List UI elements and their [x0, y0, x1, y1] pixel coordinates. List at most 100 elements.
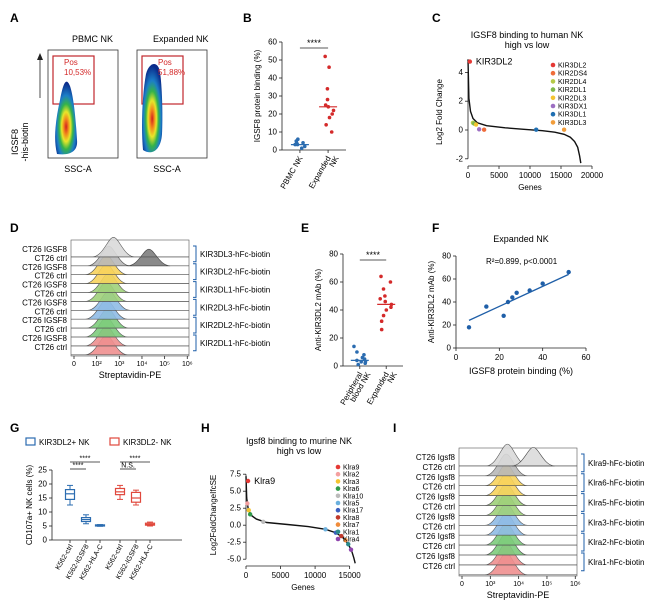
- flow-xlabel: SSC-A: [153, 164, 181, 174]
- y-tick-label: -5.0: [227, 555, 241, 564]
- legend-label: Klra9: [343, 465, 359, 472]
- y-tick-label: 60: [442, 275, 451, 284]
- y-tick-label: 4: [459, 68, 464, 77]
- y-tick-label: 10: [38, 508, 47, 517]
- data-point: [527, 288, 532, 293]
- x-tick-label: 10⁵: [542, 581, 553, 588]
- chart-title: Expanded NK: [493, 234, 549, 244]
- group-bracket: [193, 316, 197, 334]
- box: [130, 491, 142, 503]
- x-axis-label: Streptavidin-PE: [99, 370, 162, 380]
- x-tick-label: 10³: [114, 361, 125, 368]
- data-point: [381, 313, 386, 318]
- legend-label: KIR2DL1: [558, 87, 587, 94]
- sample-label: CT26 Igsf8: [416, 532, 456, 541]
- y-tick-label: 0: [447, 344, 452, 353]
- flow-ylabel-2: -his-biotin: [20, 122, 30, 161]
- legend-label: Klra4: [343, 537, 359, 544]
- legend-marker: [335, 522, 341, 527]
- data-point: [540, 281, 545, 286]
- legend-label: KIR2DS4: [558, 71, 587, 78]
- data-point: [388, 280, 393, 284]
- legend-marker: [550, 103, 556, 109]
- data-point: [330, 112, 334, 116]
- group-bracket: [193, 281, 197, 298]
- sample-label: CT26 ctrl: [35, 290, 68, 299]
- x-tick-label: NK: [327, 154, 341, 169]
- gate-value: 51,88%: [158, 68, 185, 77]
- sample-label: CT26 IGSF8: [22, 245, 67, 254]
- chart-g: 0 5 10 15 20 25 CD107a+ NK cells (%) KIR3DL2+ N…: [25, 437, 182, 581]
- y-tick-label: 0: [459, 126, 464, 135]
- legend-marker: [550, 95, 556, 101]
- gene-point: [476, 127, 482, 132]
- legend-marker: [550, 62, 556, 68]
- group-label: KIR3DL3-hFc-biotin: [200, 250, 270, 259]
- y-axis-label: CD107a+ NK cells (%): [25, 465, 34, 546]
- y-tick-label: 10: [268, 128, 277, 137]
- chart-title: Igsf8 binding to murine NK: [246, 436, 352, 446]
- legend-label: KIR3DX1: [558, 104, 587, 111]
- y-tick-label: 2.5: [230, 504, 242, 513]
- significance-label: ****: [130, 456, 141, 463]
- x-tick-label: 10000: [519, 171, 542, 180]
- data-point: [331, 108, 336, 113]
- chart-f: Expanded NK 0 20 40 60 80 0 20 40 60 IGSF8 protein…: [427, 234, 591, 376]
- fit-annotation: R²=0.899, p<0.0001: [486, 257, 558, 266]
- gene-point: [534, 127, 539, 132]
- data-point: [514, 290, 519, 295]
- y-tick-label: 2: [459, 97, 464, 106]
- sample-label: CT26 Igsf8: [416, 493, 456, 502]
- x-axis-label: Streptavidin-PE: [487, 590, 550, 600]
- data-point: [299, 146, 304, 150]
- x-tick-label: 0: [466, 171, 471, 180]
- chart-subtitle: high vs low: [505, 40, 550, 50]
- significance-label: ****: [80, 456, 91, 463]
- panel-label-e: E: [301, 221, 309, 235]
- y-axis-label: Anti-KIR3DL2 mAb (%): [314, 269, 323, 352]
- y-tick-label: 80: [442, 252, 451, 261]
- data-point: [327, 115, 332, 120]
- group-label: Klra6-hFc-biotin: [588, 479, 644, 488]
- x-tick-label: 10⁴: [137, 361, 148, 368]
- legend-label: Klra10: [343, 493, 363, 500]
- flow-xlabel: SSC-A: [64, 164, 92, 174]
- x-tick-label: 10⁴: [513, 581, 524, 588]
- x-tick-label: 10000: [304, 571, 327, 580]
- y-axis-label: Anti-KIR3DL2 mAb (%): [427, 261, 436, 344]
- panel-label-i: I: [393, 421, 396, 435]
- legend-label: Klra5: [343, 501, 359, 508]
- group-bracket: [581, 552, 585, 572]
- panel-label-c: C: [432, 11, 441, 25]
- gene-point: [245, 478, 251, 484]
- legend-marker: [335, 486, 341, 491]
- sample-label: CT26 IGSF8: [22, 263, 67, 272]
- y-tick-label: 20: [329, 334, 338, 343]
- group-bracket: [581, 532, 585, 552]
- sample-label: CT26 ctrl: [423, 483, 456, 492]
- data-point: [329, 130, 334, 134]
- data-point: [352, 344, 356, 349]
- group-label: KIR3DL1-hFc-biotin: [200, 286, 270, 295]
- y-axis-label: IGSF8 protein binding (%): [253, 49, 262, 142]
- gene-point: [261, 519, 266, 524]
- gene-point: [346, 542, 351, 547]
- sample-label: CT26 IGSF8: [22, 334, 67, 343]
- legend-label: KIR2DL3: [558, 95, 587, 102]
- data-point: [466, 325, 472, 330]
- legend-marker: [335, 507, 341, 513]
- data-point: [379, 319, 384, 324]
- panel-label-d: D: [10, 221, 19, 235]
- panel-label-h: H: [201, 421, 210, 435]
- sample-label: CT26 IGSF8: [22, 316, 67, 325]
- data-point: [323, 103, 328, 107]
- x-tick-label: 0: [72, 361, 76, 368]
- x-tick-label: 0: [244, 571, 249, 580]
- data-point: [379, 274, 383, 279]
- legend-label: KIR3DL1: [558, 112, 587, 119]
